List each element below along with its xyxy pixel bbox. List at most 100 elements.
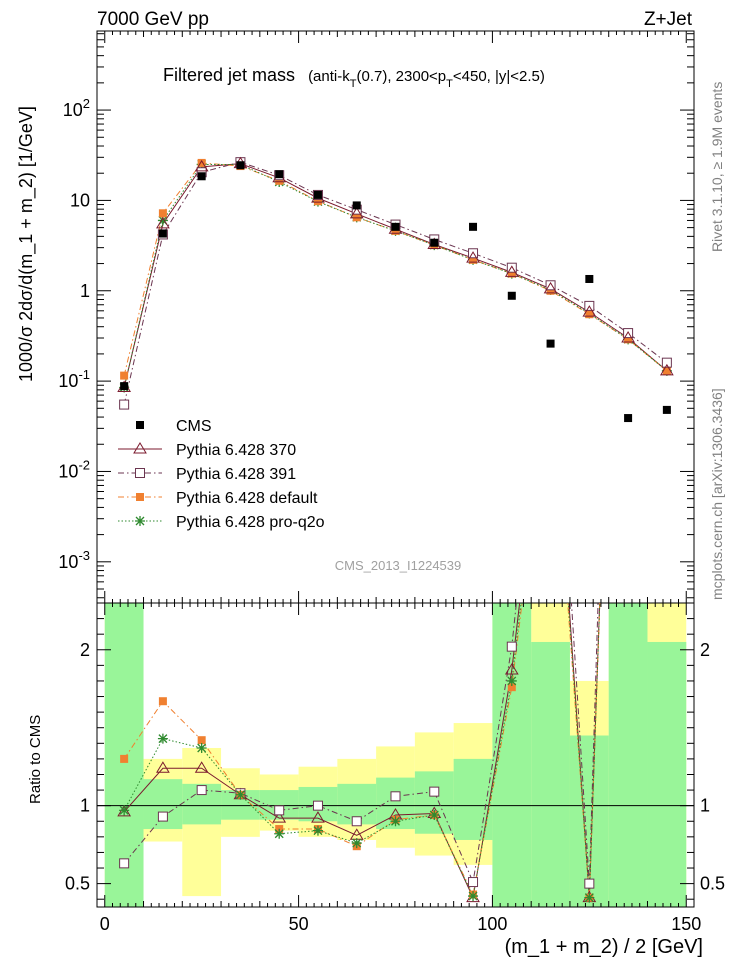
ratio-band-stat (453, 758, 493, 840)
ratio-y-tick-label-right: 1 (700, 796, 710, 816)
ratio-point-pythia-6-428-pro-q2o (468, 891, 479, 902)
ratio-point-pythia-6-428-391 (119, 858, 130, 869)
chart-title-cuts: (anti-kT(0.7), 2300<pT<450, |y|<2.5) (308, 68, 545, 90)
x-tick-label: 50 (289, 914, 309, 934)
point-pythia-6-428-391 (119, 399, 130, 410)
legend-marker (136, 421, 144, 429)
point-pythia-6-428-370 (466, 251, 480, 263)
ratio-point-pythia-6-428-pro-q2o (119, 805, 130, 816)
ratio-point-pythia-6-428-pro-q2o (584, 892, 595, 903)
legend-marker (135, 468, 145, 478)
ratio-plot-frame (96, 602, 695, 908)
ratio-y-tick-label: 1 (80, 796, 90, 816)
point-pythia-6-428-391 (468, 248, 479, 259)
point-cms (313, 190, 322, 199)
legend-label: Pythia 6.428 370 (176, 442, 296, 459)
ratio-point-pythia-6-428-pro-q2o (157, 733, 168, 744)
point-cms (507, 291, 516, 300)
ratio-point-pythia-6-428-pro-q2o (390, 816, 401, 827)
point-pythia-6-428-391 (623, 328, 634, 339)
ratio-point-pythia-6-428-391 (584, 878, 595, 889)
point-pythia-6-428-370 (156, 216, 170, 229)
ratio-point-pythia-6-428-370 (156, 761, 170, 773)
point-cms (197, 172, 206, 181)
ratio-y-axis-label: Ratio to CMS (27, 715, 44, 804)
rivet-version-label: Rivet 3.1.10, ≥ 1.9M events (709, 82, 725, 252)
x-axis-label: (m_1 + m_2) / 2 [GeV] (505, 936, 703, 958)
ratio-point-pythia-6-428-391 (157, 811, 168, 822)
ratio-band-stat (608, 603, 648, 907)
ratio-point-pythia-6-428-pro-q2o (196, 742, 207, 753)
process-label: Z+Jet (644, 9, 693, 30)
point-cms (585, 274, 594, 283)
ratio-point-pythia-6-428-370 (272, 811, 287, 823)
x-tick-label: 0 (100, 914, 110, 934)
point-cms (352, 201, 361, 210)
main-series-layer (117, 156, 674, 423)
legend-marker (136, 493, 144, 501)
ratio-y-tick-label-right: 2 (700, 640, 710, 660)
point-pythia-6-428-default (158, 209, 167, 218)
ratio-point-pythia-6-428-391 (274, 805, 285, 816)
mcplots-label: mcplots.cern.ch [arXiv:1306.3436] (709, 388, 725, 600)
legend-label: CMS (176, 418, 212, 435)
y-tick-label: 102 (63, 96, 90, 120)
point-pythia-6-428-391 (661, 357, 672, 368)
point-cms (430, 238, 439, 247)
point-cms (546, 339, 555, 348)
point-pythia-6-428-default (352, 213, 361, 222)
ratio-point-pythia-6-428-pro-q2o (429, 810, 440, 821)
legend-label: Pythia 6.428 pro-q2o (176, 514, 325, 531)
point-cms (120, 382, 129, 391)
point-pythia-6-428-370 (621, 331, 635, 343)
y-tick-label: 1 (80, 281, 90, 301)
point-pythia-6-428-370 (659, 363, 674, 376)
point-cms (275, 170, 284, 179)
point-pythia-6-428-370 (543, 281, 558, 294)
point-pythia-6-428-370 (194, 159, 209, 172)
point-pythia-6-428-default (120, 371, 129, 380)
ratio-point-pythia-6-428-391 (506, 641, 517, 652)
point-pythia-6-428-391 (545, 280, 556, 291)
x-tick-label: 150 (671, 914, 701, 934)
y-tick-exponent: -1 (78, 367, 90, 382)
chart-title-main: Filtered jet mass (163, 65, 295, 85)
legend-label: Pythia 6.428 391 (176, 466, 296, 483)
ratio-point-pythia-6-428-391 (429, 786, 440, 797)
point-pythia-6-428-370 (504, 265, 519, 277)
ratio-point-pythia-6-428-pro-q2o (312, 825, 323, 836)
y-tick-label: 10-3 (58, 548, 90, 572)
main-axes: 0 50 100 150 10-3 10-2 10-1 1 10 102 (58, 31, 701, 934)
legend-marker (133, 442, 147, 454)
ratio-point-pythia-6-428-default (120, 754, 129, 763)
ratio-y-tick-label: 0.5 (65, 874, 90, 894)
point-cms (391, 222, 400, 231)
y-tick-exponent: -2 (78, 457, 90, 472)
legend-marker (135, 516, 145, 526)
series-line-pythia-6-428-default (123, 162, 668, 376)
chart-title: Filtered jet mass (anti-kT(0.7), 2300<pT… (163, 65, 545, 90)
ratio-point-pythia-6-428-default (197, 736, 206, 745)
analysis-id: CMS_2013_I1224539 (335, 558, 462, 573)
point-cms (662, 405, 671, 414)
ratio-point-pythia-6-428-391 (390, 791, 401, 802)
ratio-point-pythia-6-428-pro-q2o (351, 838, 362, 849)
ratio-band-stat (531, 641, 570, 907)
point-pythia-6-428-pro-q2o (157, 215, 168, 226)
ratio-point-pythia-6-428-370 (194, 761, 209, 773)
ratio-point-pythia-6-428-pro-q2o (235, 789, 246, 800)
ratio-y-tick-label: 2 (80, 640, 90, 660)
y-tick-exponent: 2 (83, 96, 90, 111)
ratio-point-pythia-6-428-391 (312, 800, 323, 811)
y-tick-label: 10-2 (58, 457, 90, 481)
ratio-point-pythia-6-428-391 (468, 877, 479, 888)
y-axis-label: 1000/σ 2dσ/d(m_1 + m_2) [1/GeV] (16, 106, 37, 382)
legend-label: Pythia 6.428 default (176, 490, 318, 507)
point-pythia-6-428-default (585, 310, 594, 319)
ratio-axes: 0.5 0.5 1 1 2 2 (65, 602, 725, 900)
point-pythia-6-428-default (197, 158, 206, 167)
point-cms (469, 222, 478, 231)
ratio-point-pythia-6-428-370 (504, 663, 519, 675)
y-tick-label: 10 (70, 190, 90, 210)
legend: CMS Pythia 6.428 370 Pythia 6.428 391 Pythi… (118, 418, 325, 531)
